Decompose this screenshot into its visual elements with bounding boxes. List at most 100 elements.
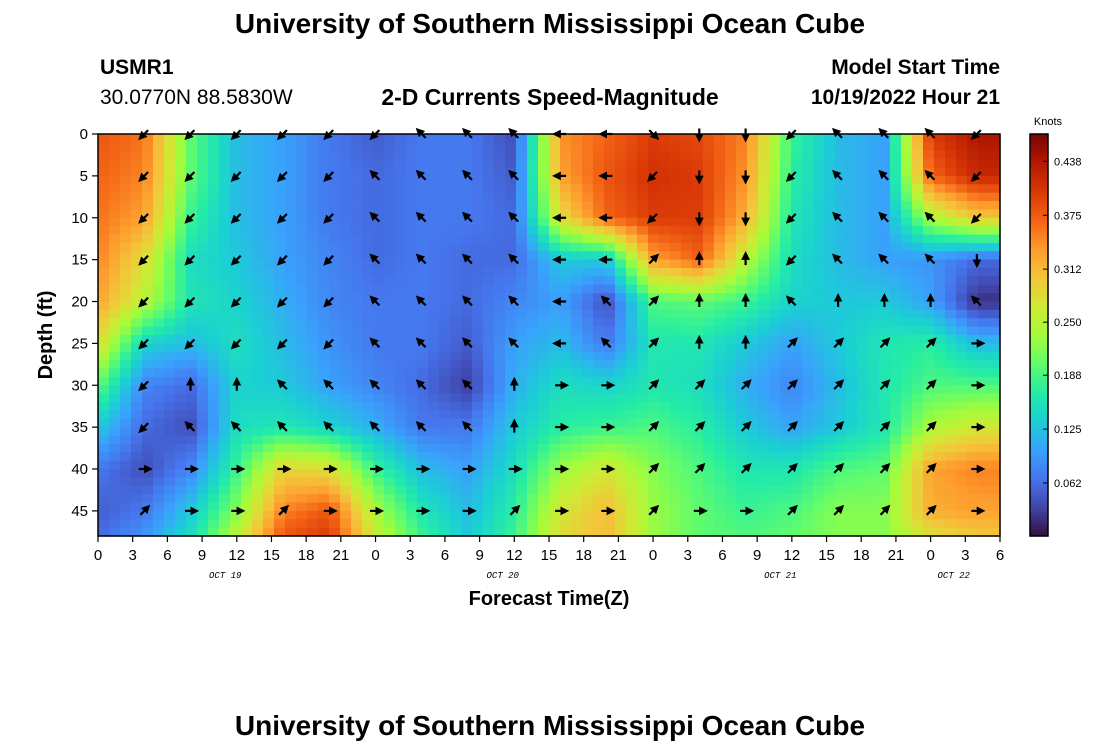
heatmap-cell [516,226,528,236]
heatmap-cell [307,502,319,512]
colorbar-swatch [1030,251,1048,256]
heatmap-cell [439,184,451,194]
heatmap-cell [494,376,506,386]
heatmap-cell [241,494,253,504]
heatmap-cell [560,309,572,319]
heatmap-cell [615,268,627,277]
heatmap-cell [604,360,616,370]
heatmap-cell [329,242,341,252]
heatmap-cell [285,519,297,529]
heatmap-cell [428,284,440,294]
heatmap-cell [494,134,506,143]
heatmap-cell [505,469,517,478]
heatmap-cell [978,326,990,336]
heatmap-cell [901,402,913,411]
heatmap-cell [252,318,264,328]
heatmap-cell [824,301,836,311]
heatmap-cell [538,519,550,529]
heatmap-cell [395,510,407,520]
heatmap-cell [472,393,484,403]
heatmap-cell [285,293,297,303]
heatmap-cell [758,150,770,160]
heatmap-cell [692,452,704,462]
heatmap-cell [153,159,165,169]
heatmap-cell [175,268,187,277]
heatmap-cell [560,510,572,520]
y-tick-label: 40 [71,461,88,478]
heatmap-cell [978,494,990,504]
heatmap-cell [703,167,715,177]
heatmap-cell [351,284,363,294]
heatmap-cell [967,460,979,470]
heatmap-cell [813,268,825,277]
colorbar-swatch [1030,328,1048,333]
heatmap-cell [318,159,330,169]
heatmap-cell [483,242,495,252]
heatmap-cell [175,150,187,160]
heatmap-cell [120,284,132,294]
current-arrow [184,171,196,182]
colorbar-swatch [1030,408,1048,413]
heatmap-cell [780,519,792,529]
heatmap-cell [131,134,143,143]
heatmap-cell [186,293,198,303]
heatmap-cell [879,452,891,462]
heatmap-cell [131,284,143,294]
heatmap-cell [351,527,363,537]
heatmap-cell [714,284,726,294]
heatmap-cell [505,527,517,537]
heatmap-cell [208,284,220,294]
heatmap-cell [494,494,506,504]
heatmap-cell [351,242,363,252]
colorbar-swatch [1030,335,1048,339]
heatmap-cell [670,452,682,462]
heatmap-cell [571,393,583,403]
heatmap-cell [384,343,396,353]
heatmap-cell [703,368,715,378]
x-tick-label: 12 [506,547,523,564]
heatmap-cell [285,150,297,160]
heatmap-cell [516,217,528,227]
heatmap-cell [813,502,825,512]
heatmap-cell [769,385,781,395]
heatmap-cell [604,209,616,219]
heatmap-cell [868,167,880,177]
heatmap-cell [428,309,440,319]
heatmap-cell [296,410,308,420]
heatmap-cell [725,435,737,445]
heatmap-cell [780,376,792,386]
heatmap-cell [175,167,187,177]
heatmap-cell [582,175,594,185]
heatmap-cell [263,226,275,236]
heatmap-cell [329,217,341,227]
heatmap-cell [439,142,451,152]
heatmap-cell [681,510,693,520]
heatmap-cell [230,226,242,236]
heatmap-cell [164,326,176,336]
heatmap-cell [120,519,132,529]
heatmap-cell [747,393,759,403]
heatmap-cell [769,427,781,437]
heatmap-cell [527,192,539,202]
heatmap-cell [428,335,440,344]
heatmap-cell [219,510,231,520]
heatmap-cell [604,385,616,395]
heatmap-cell [263,527,275,537]
heatmap-cell [648,510,660,520]
heatmap-cell [813,159,825,169]
heatmap-cell [637,385,649,395]
heatmap-cell [362,460,374,470]
heatmap-cell [98,134,110,143]
heatmap-cell [802,443,814,453]
heatmap-cell [615,192,627,202]
heatmap-cell [175,460,187,470]
heatmap-cell [164,485,176,495]
heatmap-cell [604,150,616,160]
heatmap-cell [571,184,583,194]
heatmap-cell [296,494,308,504]
heatmap-cell [582,293,594,303]
heatmap-cell [549,326,561,336]
heatmap-cell [516,376,528,386]
colorbar-swatch [1030,522,1048,527]
heatmap-cell [197,469,209,478]
